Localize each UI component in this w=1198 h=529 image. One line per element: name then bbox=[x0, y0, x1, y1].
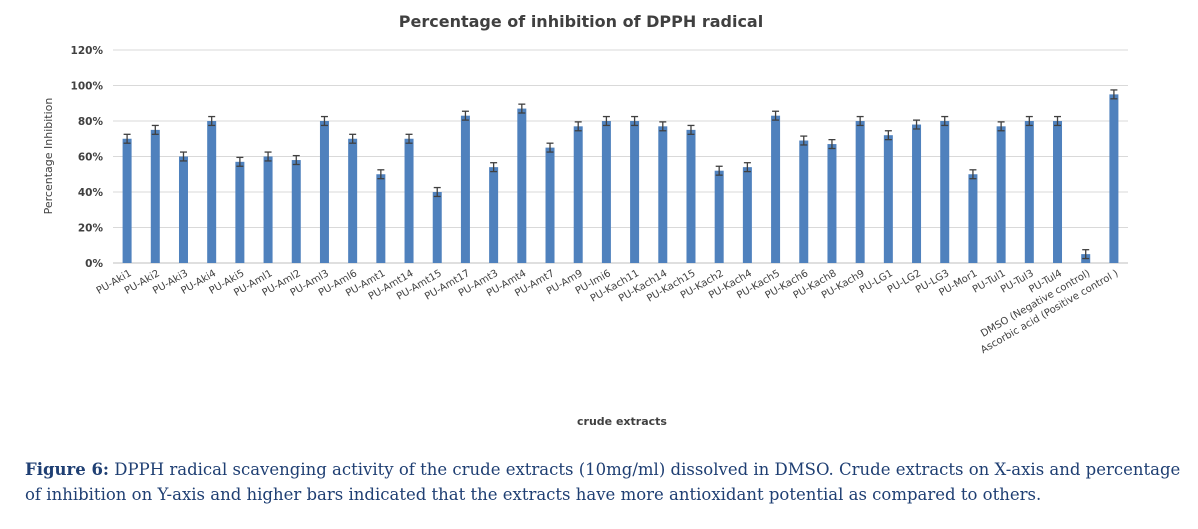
caption-text: DPPH radical scavenging activity of the … bbox=[25, 460, 1181, 504]
error-bar bbox=[377, 169, 385, 180]
y-tick-label: 20% bbox=[78, 223, 104, 235]
bar bbox=[573, 126, 583, 263]
error-bar bbox=[659, 121, 667, 132]
bar bbox=[545, 147, 555, 263]
gridlines bbox=[113, 49, 1128, 264]
error-bar bbox=[151, 124, 159, 135]
error-bar bbox=[1082, 249, 1090, 260]
error-bar bbox=[997, 121, 1005, 132]
error-bar bbox=[546, 142, 554, 153]
figure-label: Figure 6: bbox=[25, 460, 110, 479]
bar bbox=[968, 174, 978, 263]
bar bbox=[883, 135, 893, 263]
bar bbox=[912, 124, 922, 263]
bar bbox=[940, 121, 950, 263]
bar bbox=[489, 167, 499, 263]
error-bar bbox=[1054, 115, 1062, 127]
bar bbox=[771, 115, 781, 263]
error-bar bbox=[518, 103, 526, 114]
error-bar bbox=[715, 165, 723, 176]
bar bbox=[799, 140, 809, 263]
x-axis-ticks: PU-Aki1PU-Aki2PU-Aki3PU-Aki4PU-Aki5PU-Am… bbox=[95, 268, 1121, 356]
bar bbox=[714, 170, 724, 263]
error-bar bbox=[574, 121, 582, 132]
y-tick-label: 80% bbox=[78, 116, 104, 128]
error-bar bbox=[631, 115, 639, 127]
bar bbox=[348, 138, 358, 263]
error-bar bbox=[179, 151, 187, 162]
error-bar bbox=[123, 133, 131, 144]
bar bbox=[178, 156, 188, 263]
error-bar bbox=[1110, 89, 1118, 100]
chart-title: Percentage of inhibition of DPPH radical bbox=[399, 12, 763, 31]
bar-chart: Percentage of inhibition of DPPH radical… bbox=[42, 12, 1128, 428]
error-bar bbox=[461, 110, 469, 121]
bar bbox=[319, 121, 329, 263]
error-bar bbox=[208, 115, 216, 127]
error-bar bbox=[856, 115, 864, 127]
error-bar bbox=[320, 115, 328, 127]
error-bar bbox=[743, 162, 751, 173]
error-bar bbox=[772, 110, 780, 121]
error-bar bbox=[687, 124, 695, 135]
error-bar bbox=[292, 154, 300, 166]
error-bar bbox=[913, 119, 921, 130]
bar bbox=[404, 138, 414, 263]
y-tick-label: 60% bbox=[78, 152, 104, 164]
x-axis-label: crude extracts bbox=[577, 415, 667, 428]
error-bar bbox=[969, 169, 977, 180]
error-bar bbox=[349, 133, 357, 144]
bar bbox=[827, 144, 837, 263]
bar bbox=[517, 108, 527, 263]
error-bar bbox=[405, 133, 413, 144]
bar bbox=[686, 129, 696, 263]
bar bbox=[150, 129, 160, 263]
figure-caption: Figure 6: DPPH radical scavenging activi… bbox=[25, 457, 1185, 507]
y-axis-label: Percentage Inhibition bbox=[42, 98, 55, 215]
bar bbox=[601, 121, 611, 263]
error-bar bbox=[1025, 115, 1033, 127]
bar bbox=[122, 138, 132, 263]
bar bbox=[630, 121, 640, 263]
error-bar bbox=[884, 130, 892, 141]
bar bbox=[996, 126, 1006, 263]
bar bbox=[1109, 94, 1119, 263]
y-tick-label: 120% bbox=[71, 45, 104, 57]
bar bbox=[376, 174, 386, 263]
bar bbox=[263, 156, 273, 263]
y-tick-label: 0% bbox=[85, 258, 103, 270]
bar bbox=[460, 115, 470, 263]
error-bar bbox=[264, 151, 272, 162]
bar-series bbox=[122, 89, 1119, 263]
bar bbox=[207, 121, 217, 263]
bar bbox=[291, 160, 301, 263]
y-tick-label: 40% bbox=[78, 187, 104, 199]
bar bbox=[742, 167, 752, 263]
bar bbox=[432, 192, 442, 263]
bar bbox=[1053, 121, 1063, 263]
error-bar bbox=[602, 115, 610, 127]
error-bar bbox=[490, 162, 498, 173]
error-bar bbox=[941, 115, 949, 127]
error-bar bbox=[828, 138, 836, 150]
bar bbox=[658, 126, 668, 263]
error-bar bbox=[800, 135, 808, 146]
y-tick-label: 100% bbox=[71, 81, 104, 93]
bar bbox=[1024, 121, 1034, 263]
bar bbox=[235, 161, 245, 263]
error-bar bbox=[433, 186, 441, 198]
bar bbox=[855, 121, 865, 263]
y-axis-ticks: 0% 20% 40% 60% 80% 100% 120% bbox=[71, 45, 104, 270]
error-bar bbox=[236, 156, 244, 167]
